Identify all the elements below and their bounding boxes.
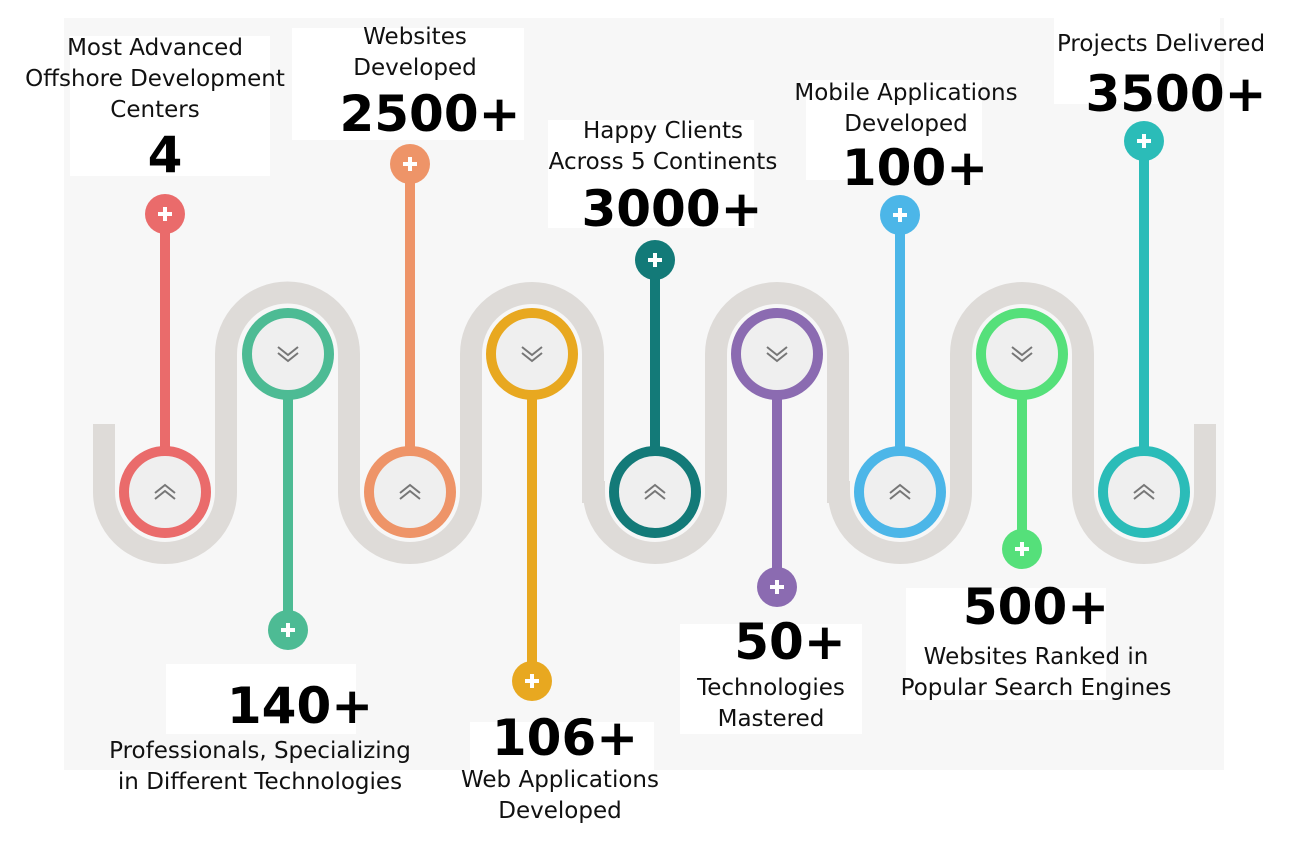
chevron-down-double-icon-6	[766, 346, 788, 363]
chevron-up-double-icon-1	[154, 483, 176, 500]
label-bg-1	[70, 36, 270, 176]
label-bg-2	[166, 664, 356, 734]
chevron-down-double-icon-2	[277, 346, 299, 363]
plus-icon-5	[648, 253, 662, 267]
stat-6-caption-2: Mastered	[717, 706, 825, 732]
stat-5-caption-2: Across 5 Continents	[548, 149, 778, 175]
stat-5-caption-1: Happy Clients	[582, 118, 744, 144]
stat-9-value: 3500+	[1085, 65, 1267, 123]
stat-4-caption-2: Developed	[498, 798, 622, 824]
plus-icon-1	[158, 207, 172, 221]
stat-6-caption-1: Technologies	[697, 675, 845, 701]
plus-icon-2	[281, 623, 295, 637]
stat-1-caption-3: Centers	[110, 97, 200, 123]
chevron-up-double-icon-9	[1133, 483, 1155, 500]
chevron-down-double-icon-4	[521, 346, 543, 363]
chevron-up-double-icon-5	[644, 483, 666, 500]
label-bg-8	[906, 588, 1106, 700]
stat-4-caption-1: Web Applications	[461, 767, 659, 793]
plus-icon-9	[1137, 134, 1151, 148]
stat-2-caption-2: in Different Technologies	[117, 769, 403, 795]
stat-8-value: 500+	[962, 578, 1110, 636]
stat-6-value: 50+	[734, 613, 846, 671]
label-bg-4	[470, 722, 654, 812]
plus-icon-4	[525, 674, 539, 688]
chevron-down-double-icon-8	[1011, 346, 1033, 363]
stat-8-caption-2: Popular Search Engines	[900, 675, 1172, 701]
plus-icon-3	[403, 157, 417, 171]
stat-7-caption-2: Developed	[844, 111, 968, 137]
label-bg-9	[1054, 18, 1220, 104]
stat-1-caption-2: Offshore Development	[25, 66, 285, 92]
stat-4-value: 106+	[491, 709, 639, 767]
stat-3-caption-1: Websites	[363, 24, 467, 50]
stat-5-value: 3000+	[581, 180, 763, 238]
plus-icon-7	[893, 208, 907, 222]
stat-8-caption-1: Websites Ranked in	[923, 644, 1149, 670]
label-bg-7	[806, 80, 982, 180]
plus-icon-6	[770, 580, 784, 594]
chevron-up-double-icon-7	[889, 483, 911, 500]
stat-7-caption-1: Mobile Applications	[794, 80, 1018, 106]
stat-3-caption-2: Developed	[353, 55, 477, 81]
stat-3-value: 2500+	[339, 85, 521, 143]
label-bg-6	[680, 624, 862, 734]
stat-1-caption-1: Most Advanced	[67, 35, 243, 61]
chevron-up-double-icon-3	[399, 483, 421, 500]
stat-7-value: 100+	[841, 139, 989, 197]
timeline-track	[93, 281, 1216, 564]
stat-2-value: 140+	[226, 677, 374, 735]
stat-1-value: 4	[147, 126, 183, 184]
stat-9-caption-1: Projects Delivered	[1056, 31, 1266, 57]
plus-icon-8	[1015, 542, 1029, 556]
label-bg-5	[548, 120, 754, 228]
stat-2-caption-1: Professionals, Specializing	[109, 738, 411, 764]
label-bg-3	[292, 28, 524, 140]
